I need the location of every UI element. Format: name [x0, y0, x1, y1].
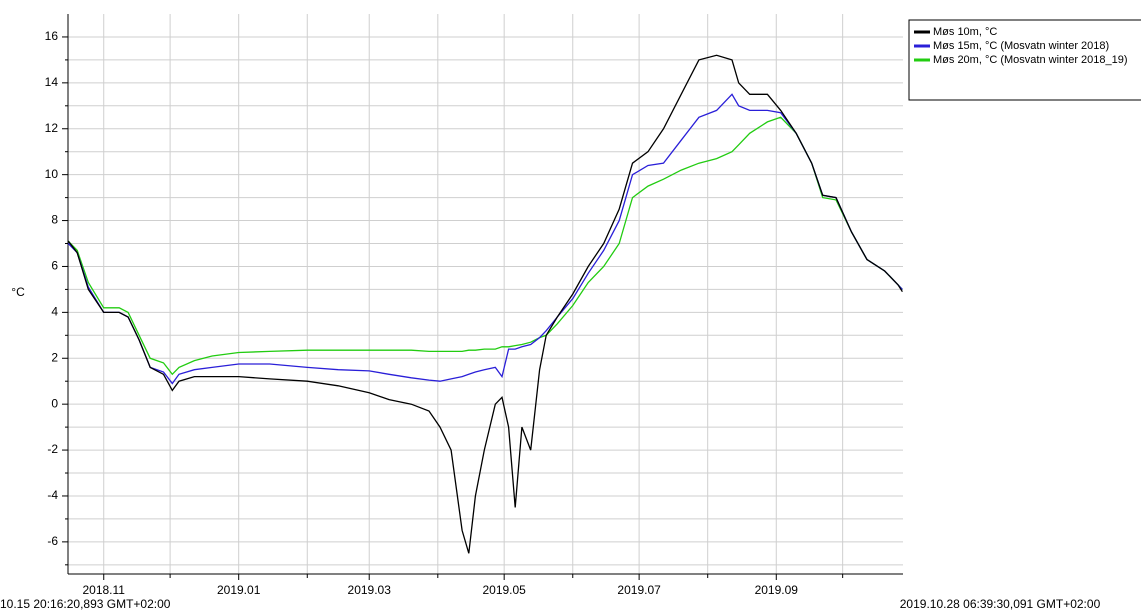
- y-tick-label: 16: [45, 29, 59, 43]
- data-line: [67, 93, 903, 385]
- y-tick-label: -4: [47, 488, 58, 502]
- y-tick-label: 4: [51, 305, 58, 319]
- end-time-label: 2019.10.28 06:39:30,091 GMT+02:00: [900, 597, 1101, 611]
- x-tick-label: 2019.03: [348, 583, 392, 597]
- data-line: [67, 54, 903, 554]
- x-tick-label: 2019.09: [755, 583, 799, 597]
- y-tick-label: 0: [51, 396, 58, 410]
- y-axis-label: °C: [11, 285, 25, 299]
- y-tick-label: 14: [45, 75, 59, 89]
- data-line: [67, 116, 903, 376]
- y-tick-label: 10: [45, 167, 59, 181]
- legend-label: Møs 20m, °C (Mosvatn winter 2018_19): [933, 54, 1128, 66]
- start-time-label: 10.15 20:16:20,893 GMT+02:00: [0, 597, 171, 611]
- legend-box: [908, 19, 1141, 101]
- x-tick-label: 2019.05: [482, 583, 526, 597]
- y-tick-label: 12: [45, 121, 59, 135]
- y-tick-label: -2: [47, 442, 58, 456]
- y-tick-label: 6: [51, 259, 58, 273]
- legend-label: Møs 10m, °C: [933, 26, 997, 38]
- x-tick-label: 2018.11: [82, 583, 125, 597]
- legend-label: Møs 15m, °C (Mosvatn winter 2018): [933, 40, 1109, 52]
- x-tick-label: 2019.07: [617, 583, 661, 597]
- y-tick-label: 2: [51, 350, 58, 364]
- x-tick-label: 2019.01: [217, 583, 261, 597]
- y-tick-label: 8: [51, 213, 58, 227]
- y-tick-label: -6: [47, 534, 58, 548]
